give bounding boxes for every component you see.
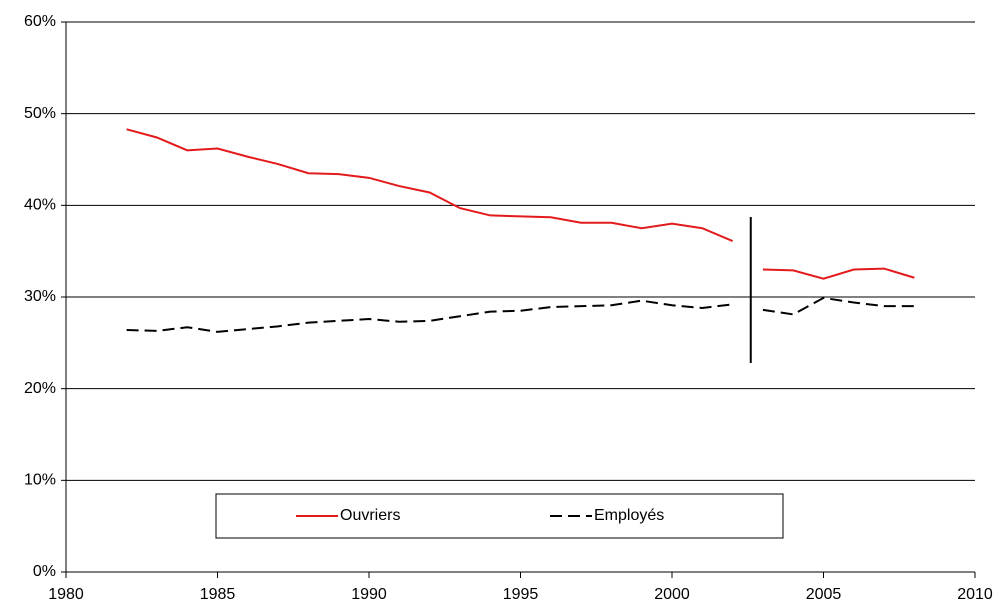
- x-tick-label: 1990: [351, 586, 387, 603]
- y-tick-label: 60%: [24, 13, 56, 30]
- series-line: [126, 128, 915, 280]
- y-tick-label: 10%: [24, 472, 56, 489]
- x-tick-label: 2010: [957, 586, 993, 603]
- x-tick-label: 1985: [200, 586, 236, 603]
- y-tick-label: 40%: [24, 197, 56, 214]
- legend-label: Ouvriers: [340, 507, 400, 524]
- x-tick-label: 1995: [503, 586, 539, 603]
- x-tick-label: 2005: [806, 586, 842, 603]
- x-tick-label: 1980: [48, 586, 84, 603]
- series-line: [126, 296, 915, 333]
- legend-label: Employés: [594, 507, 664, 524]
- x-tick-label: 2000: [654, 586, 690, 603]
- y-tick-label: 30%: [24, 288, 56, 305]
- y-tick-label: 20%: [24, 380, 56, 397]
- y-tick-label: 50%: [24, 105, 56, 122]
- y-tick-label: 0%: [33, 563, 56, 580]
